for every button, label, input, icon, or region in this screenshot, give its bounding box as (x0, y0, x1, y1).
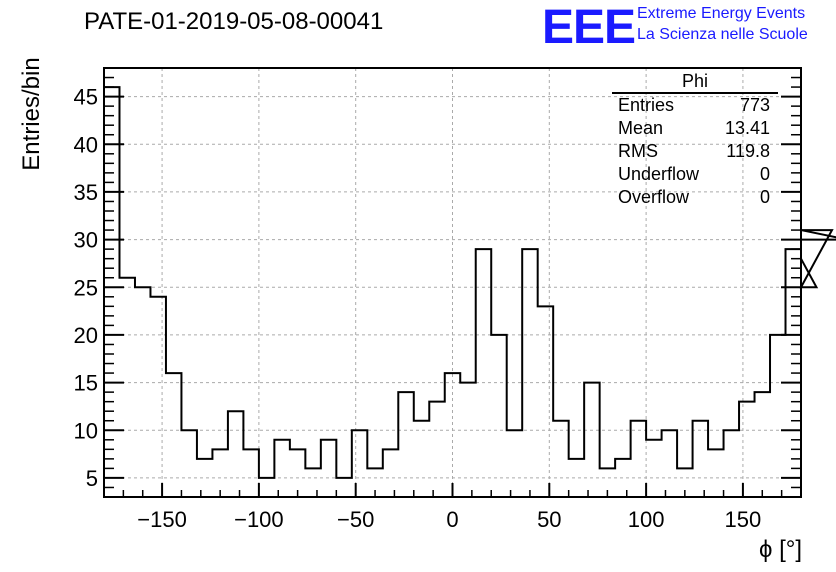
stats-label: RMS (618, 141, 658, 161)
x-tick-label: −50 (337, 507, 374, 532)
x-axis-ticks: −150 −100 −50 0 50 100 150 (122, 483, 783, 532)
grid-lines (104, 68, 801, 497)
y-axis-ticks: 5 10 15 20 25 30 35 40 45 (74, 76, 801, 491)
stats-label: Underflow (618, 164, 700, 184)
y-tick-label: 10 (74, 418, 98, 443)
logo-line-1: Extreme Energy Events (637, 5, 806, 22)
stats-row: Underflow 0 (612, 163, 778, 186)
stats-title: Phi (612, 72, 778, 94)
y-tick-label: 20 (74, 323, 98, 348)
x-tick-label: 150 (725, 507, 762, 532)
x-tick-label: 0 (446, 507, 458, 532)
x-tick-label: 50 (537, 507, 561, 532)
stats-value: 0 (759, 187, 770, 207)
stats-row: Mean 13.41 (612, 117, 778, 140)
histogram-step-line (103, 86, 836, 497)
y-tick-label: 30 (74, 228, 98, 253)
x-axis-label: ϕ [°] (758, 536, 802, 563)
y-tick-label: 25 (74, 275, 98, 300)
x-tick-label: −150 (137, 507, 187, 532)
stats-row: RMS 119.8 (612, 140, 778, 163)
y-tick-label: 45 (74, 85, 98, 110)
stats-box: Phi Entries 773 Mean 13.41 RMS 119.8 Underf… (612, 72, 778, 209)
x-tick-label: −100 (234, 507, 284, 532)
stats-value: 119.8 (726, 141, 770, 161)
logo-line-2: La Scienza nelle Scuole (637, 26, 808, 43)
stats-value: 0 (759, 164, 770, 184)
plot-title: PATE-01-2019-05-08-00041 (84, 8, 384, 35)
stats-value: 13.41 (724, 118, 770, 138)
stats-label: Mean (618, 118, 664, 138)
y-tick-label: 5 (86, 466, 98, 491)
x-tick-label: 100 (628, 507, 665, 532)
y-axis-label: Entries/bin (18, 57, 45, 171)
stats-value: 773 (739, 95, 770, 115)
eee-logo-mark: EEE (542, 1, 636, 54)
y-tick-label: 40 (74, 132, 98, 157)
stats-label: Entries (618, 95, 675, 115)
stats-row: Entries 773 (612, 94, 778, 117)
eee-logo-text: Extreme Energy Events La Scienza nelle S… (637, 3, 808, 45)
stats-row: Overflow 0 (612, 186, 778, 209)
stats-label: Overflow (618, 187, 690, 207)
y-tick-label: 15 (74, 371, 98, 396)
y-tick-label: 35 (74, 180, 98, 205)
